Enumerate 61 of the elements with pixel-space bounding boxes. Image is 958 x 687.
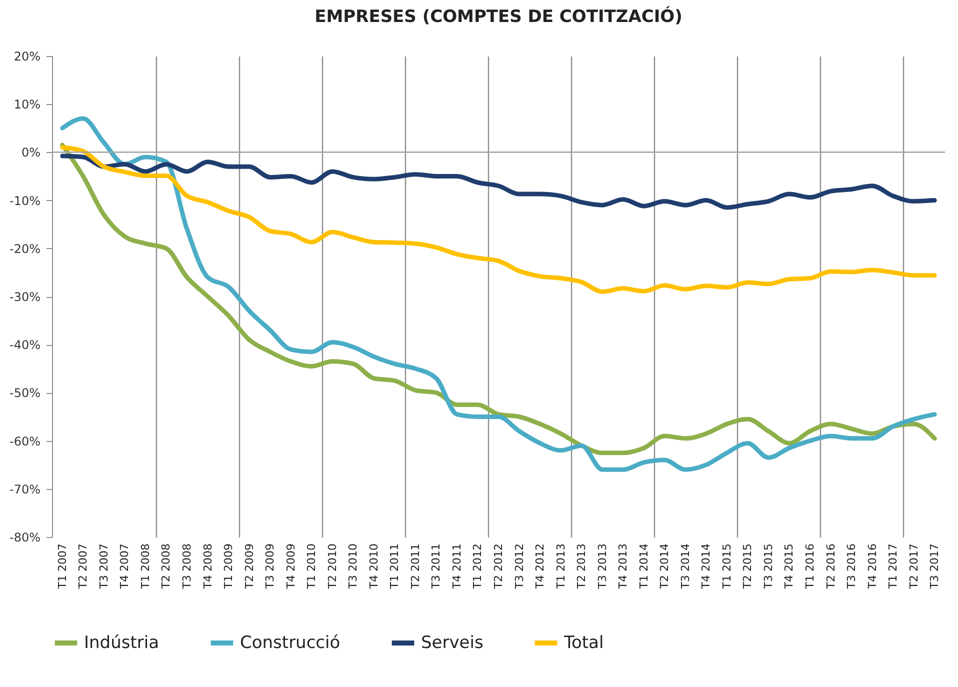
x-tick-label: T1 2014 [637,544,650,590]
x-tick-label: T1 2016 [804,544,817,590]
y-tick-label: -10% [9,194,40,208]
x-tick-label: T3 2011 [430,544,443,590]
x-tick-label: T2 2010 [326,544,339,590]
x-tick-label: T3 2010 [346,544,360,590]
y-tick-label: -50% [9,386,40,400]
x-tick-label: T4 2016 [866,544,879,590]
x-tick-label: T3 2009 [264,544,277,590]
x-tick-label: T2 2008 [160,544,173,590]
y-tick-label: -80% [9,530,40,544]
x-tick-label: T3 2007 [97,544,110,590]
legend-label: Construcció [240,633,340,653]
x-tick-label: T1 2008 [138,544,152,590]
x-tick-label: T4 2013 [616,544,630,590]
x-tick-label: T4 2015 [782,544,796,590]
line-series [60,145,937,294]
x-tick-label: T4 2014 [700,544,713,590]
y-tick-label: 20% [14,50,40,64]
x-tick-label: T4 2011 [450,544,464,590]
x-tick-label: T1 2011 [388,544,402,590]
x-tick-label: T3 2014 [678,544,692,590]
x-tick-label: T3 2013 [596,544,609,590]
x-tick-label: T1 2013 [554,544,568,590]
y-tick-label: -20% [9,242,40,256]
x-tick-label: T1 2010 [305,544,318,590]
y-tick-label: -60% [9,434,40,448]
x-tick-label: T1 2012 [471,544,484,590]
x-tick-label: T1 2017 [886,544,900,590]
legend-label: Serveis [421,633,484,653]
x-tick-label: T1 2007 [56,544,69,590]
line-series [60,154,937,210]
y-tick-label: -30% [9,290,40,304]
x-tick-label: T1 2015 [720,544,734,590]
x-tick-label: T2 2016 [824,544,838,590]
x-tick-label: T2 2009 [242,544,256,590]
x-tick-label: T4 2010 [367,544,380,590]
x-tick-label: T3 2017 [928,544,942,590]
x-tick-label: T4 2012 [534,544,547,590]
x-tick-label: T4 2007 [118,544,132,590]
x-tick-label: T3 2015 [762,544,775,590]
y-tick-label: 0% [21,146,40,160]
x-tick-label: T2 2012 [492,544,505,590]
x-tick-label: T4 2009 [284,544,298,590]
y-tick-label: 10% [14,98,40,112]
chart-title: EMPRESES (COMPTES DE COTITZACIÓ) [314,6,682,27]
y-tick-label: -40% [9,338,40,352]
x-tick-label: T3 2008 [180,544,194,590]
x-tick-label: T2 2017 [907,544,920,590]
x-tick-label: T2 2013 [575,544,588,590]
x-tick-label: T2 2014 [658,544,672,590]
x-tick-label: T4 2008 [201,544,214,590]
x-tick-label: T2 2015 [741,544,754,590]
x-tick-label: T1 2009 [222,544,236,590]
y-tick-label: -70% [9,482,40,496]
legend-label: Total [563,633,604,653]
legend-label: Indústria [84,633,160,653]
x-tick-label: T2 2011 [408,544,422,590]
x-tick-label: T3 2016 [845,544,858,590]
x-tick-label: T3 2012 [512,544,526,590]
x-tick-label: T2 2007 [76,544,90,590]
